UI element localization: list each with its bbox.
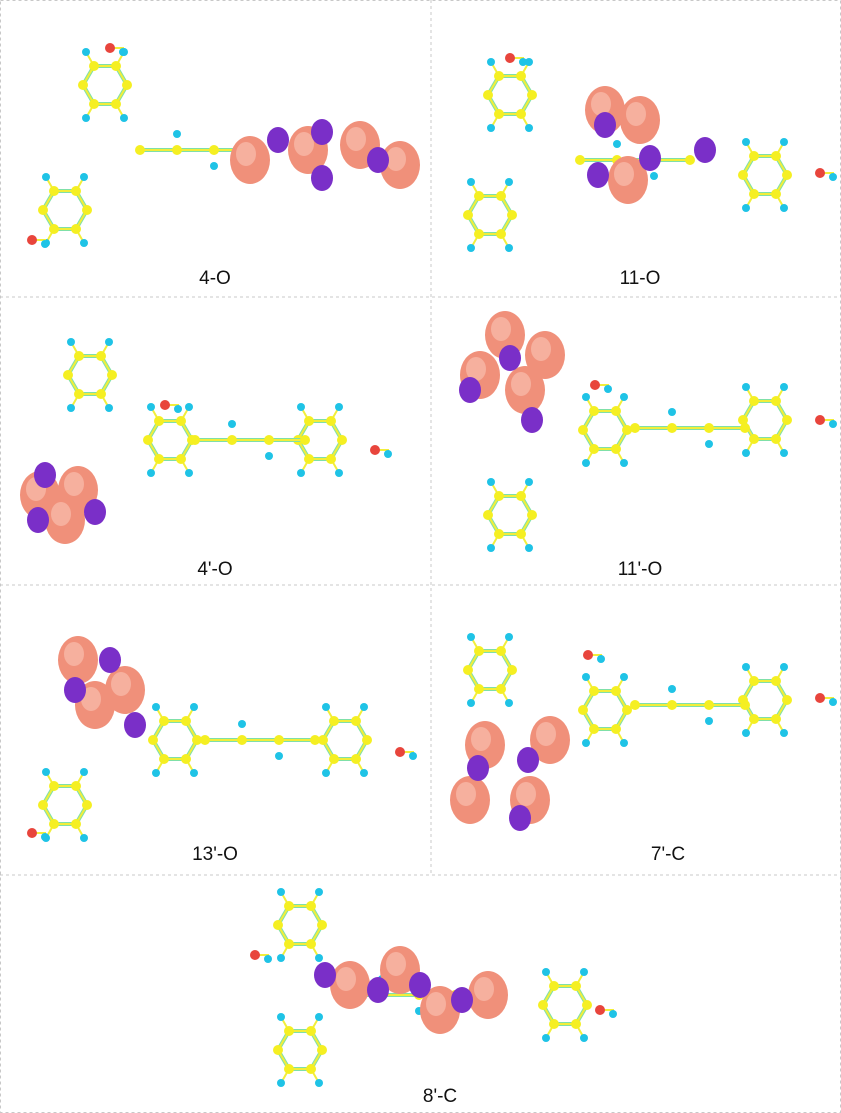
orbital-lobe xyxy=(64,677,86,703)
chain xyxy=(200,720,320,760)
ring xyxy=(483,58,537,132)
ring xyxy=(38,173,92,247)
hydroxyl xyxy=(370,445,392,458)
molecule xyxy=(459,311,837,552)
orbital-lobe xyxy=(521,407,543,433)
ring xyxy=(273,888,327,962)
orbital-lobe xyxy=(451,987,473,1013)
ring xyxy=(738,383,792,457)
orbital-lobe xyxy=(34,462,56,488)
orbital-lobe xyxy=(467,755,489,781)
hydroxyl xyxy=(395,747,417,760)
ring xyxy=(63,338,117,412)
orbital-lobe xyxy=(330,961,370,1009)
orbital-lobe xyxy=(314,962,336,988)
hydroxyl xyxy=(160,400,182,413)
outer-frame xyxy=(1,1,841,1113)
ring xyxy=(463,178,517,252)
orbital-lobe xyxy=(450,776,490,824)
orbital-lobe xyxy=(58,636,98,684)
ring xyxy=(78,48,132,122)
ring xyxy=(578,673,632,747)
hydroxyl xyxy=(250,950,272,963)
panel-label: 11'-O xyxy=(618,559,662,580)
ring xyxy=(143,403,197,477)
orbital-lobe xyxy=(525,331,565,379)
panel-label: 7'-C xyxy=(651,844,685,865)
orbital-lobe xyxy=(639,145,661,171)
hydroxyl xyxy=(815,693,837,706)
molecule xyxy=(27,636,417,842)
orbital-lobe xyxy=(517,747,539,773)
panel-label: 11-O xyxy=(620,268,661,289)
orbital-lobe xyxy=(230,136,270,184)
hydroxyl xyxy=(590,380,612,393)
orbital-lobe xyxy=(367,147,389,173)
hydroxyl xyxy=(105,43,127,56)
chain xyxy=(630,408,750,448)
hydroxyl xyxy=(815,168,837,181)
orbital-lobe xyxy=(311,165,333,191)
ring xyxy=(318,703,372,777)
orbital-lobe xyxy=(409,972,431,998)
orbital-lobe xyxy=(267,127,289,153)
orbital-lobe xyxy=(594,112,616,138)
orbital-lobe xyxy=(311,119,333,145)
panel-label: 8'-C xyxy=(423,1086,457,1107)
ring xyxy=(463,633,517,707)
hydroxyl xyxy=(505,53,527,66)
ring xyxy=(738,663,792,737)
hydroxyl xyxy=(815,415,837,428)
ring xyxy=(38,768,92,842)
chain xyxy=(630,685,750,725)
molecule xyxy=(463,53,837,252)
molecule xyxy=(450,633,837,831)
orbital-lobe xyxy=(124,712,146,738)
orbital-lobe xyxy=(499,345,521,371)
ring xyxy=(738,138,792,212)
molecule xyxy=(250,888,617,1087)
panel-label: 13'-O xyxy=(192,844,238,865)
orbital-lobe xyxy=(694,137,716,163)
molecule xyxy=(27,43,420,248)
ring xyxy=(483,478,537,552)
ring xyxy=(578,393,632,467)
page: {"panels": [{"label": "4-O"}, {"label": … xyxy=(0,0,841,1113)
chain xyxy=(190,420,310,460)
orbital-lobe xyxy=(367,977,389,1003)
molecule xyxy=(20,338,392,544)
hydroxyl xyxy=(583,650,605,663)
panel-label: 4'-O xyxy=(197,559,232,580)
orbital-lobe xyxy=(587,162,609,188)
ring xyxy=(148,703,202,777)
hydroxyl xyxy=(595,1005,617,1018)
orbital-lobe xyxy=(84,499,106,525)
hydroxyl xyxy=(27,235,49,248)
ring xyxy=(273,1013,327,1087)
orbital-lobe xyxy=(509,805,531,831)
orbital-lobe xyxy=(620,96,660,144)
figure: 4-O 11-O 4'-O xyxy=(0,0,841,1113)
orbital-lobe xyxy=(27,507,49,533)
orbital-lobe xyxy=(99,647,121,673)
panel-label: 4-O xyxy=(199,268,231,289)
ring xyxy=(538,968,592,1042)
orbital-lobe xyxy=(468,971,508,1019)
hydroxyl xyxy=(27,828,49,841)
orbital-lobe xyxy=(45,496,85,544)
orbital-lobe xyxy=(459,377,481,403)
